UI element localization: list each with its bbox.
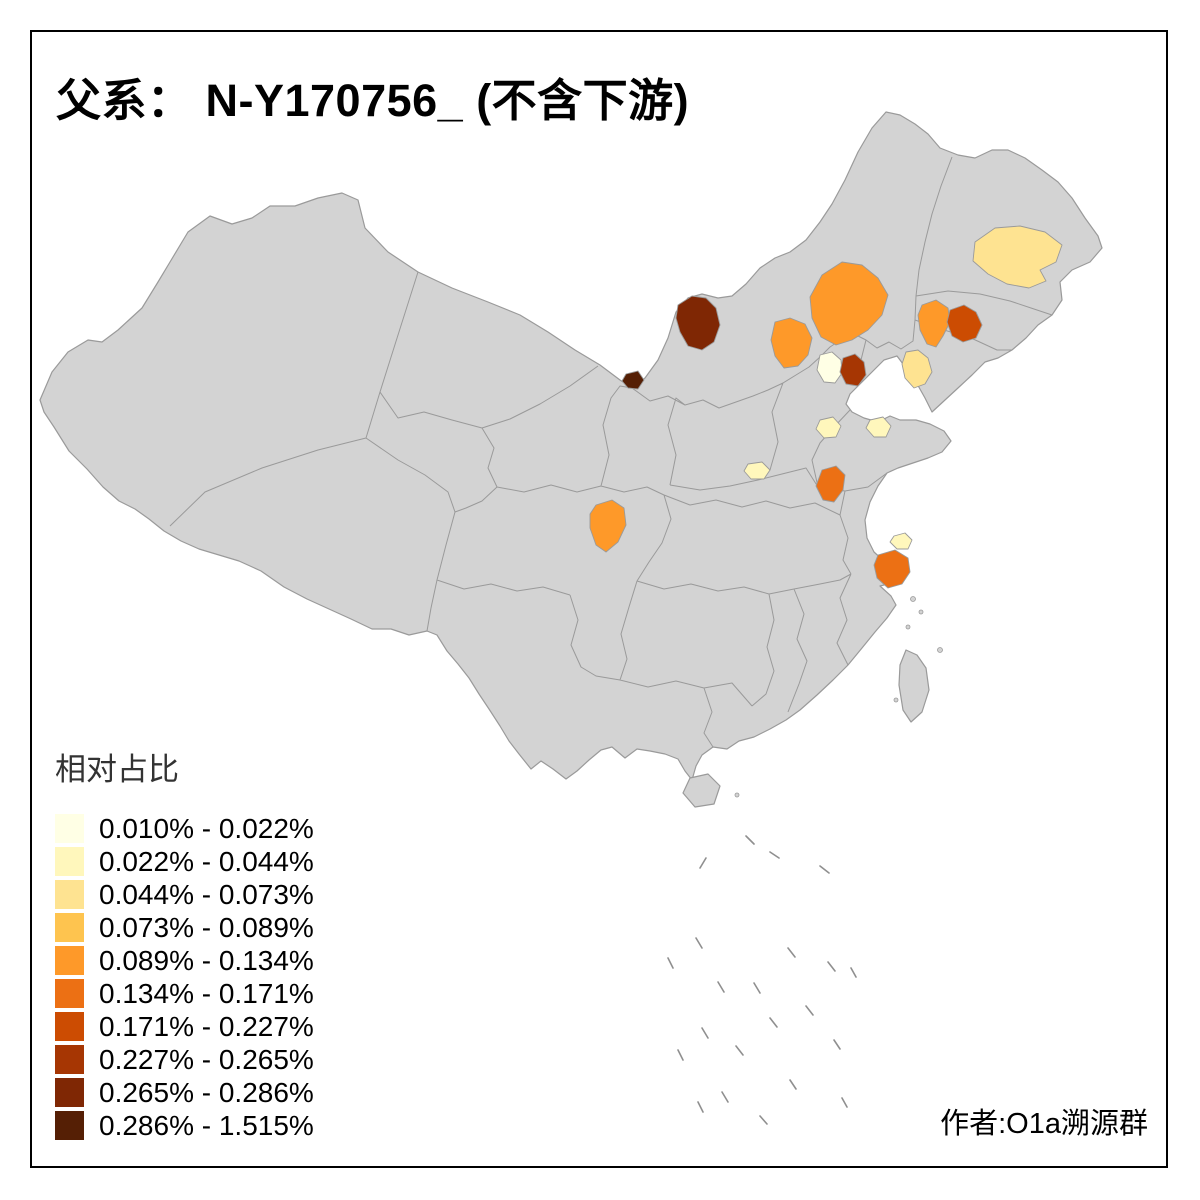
legend-label: 0.134% - 0.171% <box>99 977 314 1009</box>
legend-item: 0.286% - 1.515% <box>55 1109 314 1142</box>
legend-swatch <box>55 1078 84 1107</box>
legend-swatch <box>55 880 84 909</box>
map-region <box>815 416 842 439</box>
islet <box>910 596 916 602</box>
legend-label: 0.227% - 0.265% <box>99 1043 314 1075</box>
legend-swatch <box>55 814 84 843</box>
taiwan-island <box>898 649 930 723</box>
legend-item: 0.227% - 0.265% <box>55 1043 314 1076</box>
map-region <box>917 299 951 348</box>
map-region <box>946 304 983 343</box>
legend-item: 0.265% - 0.286% <box>55 1076 314 1109</box>
legend: 相对占比 0.010% - 0.022% 0.022% - 0.044% 0.0… <box>55 752 314 1142</box>
legend-item: 0.134% - 0.171% <box>55 977 314 1010</box>
legend-label: 0.171% - 0.227% <box>99 1010 314 1042</box>
legend-swatch <box>55 847 84 876</box>
hainan-island <box>682 773 721 808</box>
islet <box>905 624 911 630</box>
legend-item: 0.022% - 0.044% <box>55 845 314 878</box>
legend-label: 0.089% - 0.134% <box>99 944 314 976</box>
islet <box>937 647 943 653</box>
south-china-sea-dashes <box>667 835 857 1125</box>
map-region <box>873 549 911 589</box>
legend-swatch <box>55 1012 84 1041</box>
map-title: 父系： N-Y170756_ (不含下游) <box>56 75 690 126</box>
map-region <box>809 261 889 346</box>
legend-item: 0.089% - 0.134% <box>55 944 314 977</box>
map-region <box>972 225 1063 289</box>
coastal-islets <box>734 596 943 798</box>
map-region <box>743 461 771 480</box>
legend-label: 0.286% - 1.515% <box>99 1109 314 1141</box>
map-region <box>589 499 627 553</box>
map-region <box>839 353 867 387</box>
legend-label: 0.265% - 0.286% <box>99 1076 314 1108</box>
legend-swatch <box>55 946 84 975</box>
legend-item: 0.171% - 0.227% <box>55 1010 314 1043</box>
legend-item: 0.073% - 0.089% <box>55 911 314 944</box>
legend-item: 0.044% - 0.073% <box>55 878 314 911</box>
map-region <box>816 351 843 384</box>
map-region <box>675 295 721 351</box>
islet <box>893 697 899 703</box>
map-region <box>815 465 846 503</box>
legend-label: 0.073% - 0.089% <box>99 911 314 943</box>
legend-item: 0.010% - 0.022% <box>55 812 314 845</box>
islet <box>734 792 740 798</box>
legend-label: 0.010% - 0.022% <box>99 812 314 844</box>
map-region <box>901 349 933 389</box>
china-mainland <box>39 111 1103 781</box>
legend-swatch <box>55 979 84 1008</box>
map-region <box>865 416 892 438</box>
legend-label: 0.022% - 0.044% <box>99 845 314 877</box>
legend-title: 相对占比 <box>55 752 179 787</box>
map-region <box>889 532 913 550</box>
map-region <box>621 370 645 390</box>
attribution: 作者:O1a溯源群 <box>940 1108 1148 1140</box>
legend-swatch <box>55 1111 84 1140</box>
legend-swatch <box>55 1045 84 1074</box>
islet <box>918 609 924 615</box>
map-region <box>770 317 813 369</box>
legend-label: 0.044% - 0.073% <box>99 878 314 910</box>
colored-regions <box>589 225 1063 589</box>
legend-swatch <box>55 913 84 942</box>
